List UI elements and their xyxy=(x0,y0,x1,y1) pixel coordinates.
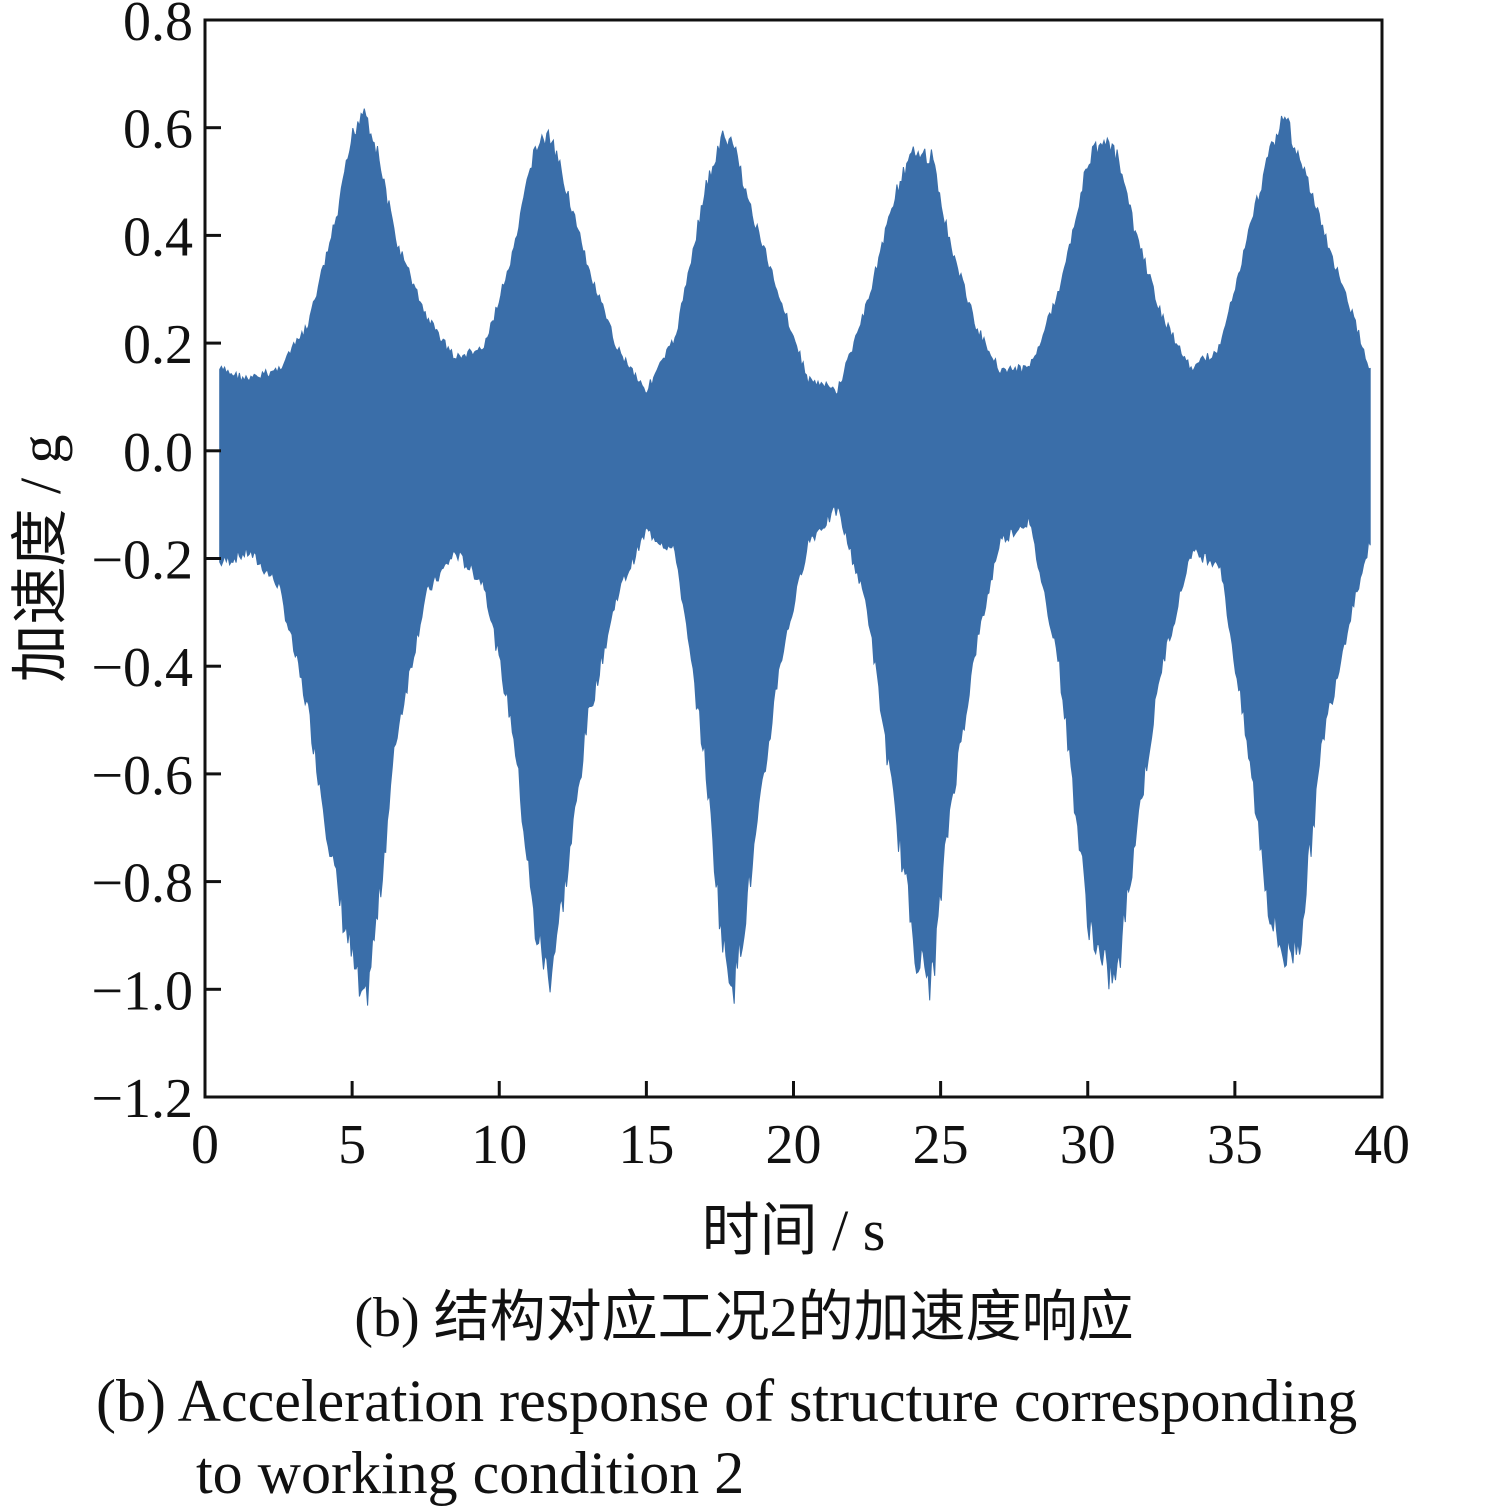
y-tick-label: 0.8 xyxy=(123,0,193,53)
x-tick-label: 35 xyxy=(1207,1114,1263,1176)
y-tick-label: −1.0 xyxy=(91,960,193,1022)
x-tick-label: 10 xyxy=(471,1114,527,1176)
y-tick-label: −1.2 xyxy=(91,1068,193,1130)
y-tick-label: 0.6 xyxy=(123,99,193,161)
y-tick-label: −0.2 xyxy=(91,530,193,592)
y-axis-label: 加速度 / g xyxy=(8,434,73,682)
caption-english-line-1: (b) Acceleration response of structure c… xyxy=(96,1368,1358,1434)
y-tick-label: 0.0 xyxy=(123,422,193,484)
y-tick-label: −0.6 xyxy=(91,745,193,807)
figure-caption-english: (b) Acceleration response of structure c… xyxy=(96,1365,1486,1509)
x-tick-label: 15 xyxy=(618,1114,674,1176)
acceleration-signal xyxy=(219,108,1371,1006)
x-tick-label: 25 xyxy=(913,1114,969,1176)
y-tick-label: −0.4 xyxy=(91,637,193,699)
y-tick-label: 0.2 xyxy=(123,314,193,376)
x-axis-label: 时间 / s xyxy=(702,1198,886,1263)
x-tick-label: 30 xyxy=(1060,1114,1116,1176)
y-axis: 0.8 0.6 0.4 0.2 0.0 −0.2 −0.4 −0.6 −0.8 −1.0 −1.2 xyxy=(91,0,221,1130)
chart-canvas: 0 5 10 15 20 25 30 35 40 0.8 0.6 0.4 0.2 0.0 −0.2 −0.4… xyxy=(8,0,1410,1263)
x-tick-label: 5 xyxy=(338,1114,366,1176)
x-tick-label: 20 xyxy=(766,1114,822,1176)
x-axis: 0 5 10 15 20 25 30 35 40 xyxy=(191,1081,1410,1176)
y-tick-label: 0.4 xyxy=(123,206,193,268)
y-tick-label: −0.8 xyxy=(91,853,193,915)
x-tick-label: 40 xyxy=(1354,1114,1410,1176)
signal-band xyxy=(219,108,1371,1006)
x-tick-label: 0 xyxy=(191,1114,219,1176)
caption-english-line-2: to working condition 2 xyxy=(196,1440,745,1506)
figure-caption-chinese: (b) 结构对应工况2的加速度响应 xyxy=(354,1287,1134,1349)
